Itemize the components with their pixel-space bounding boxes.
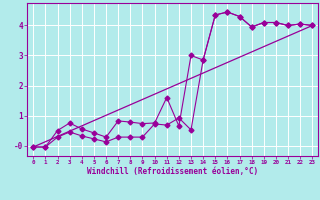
X-axis label: Windchill (Refroidissement éolien,°C): Windchill (Refroidissement éolien,°C) — [87, 167, 258, 176]
